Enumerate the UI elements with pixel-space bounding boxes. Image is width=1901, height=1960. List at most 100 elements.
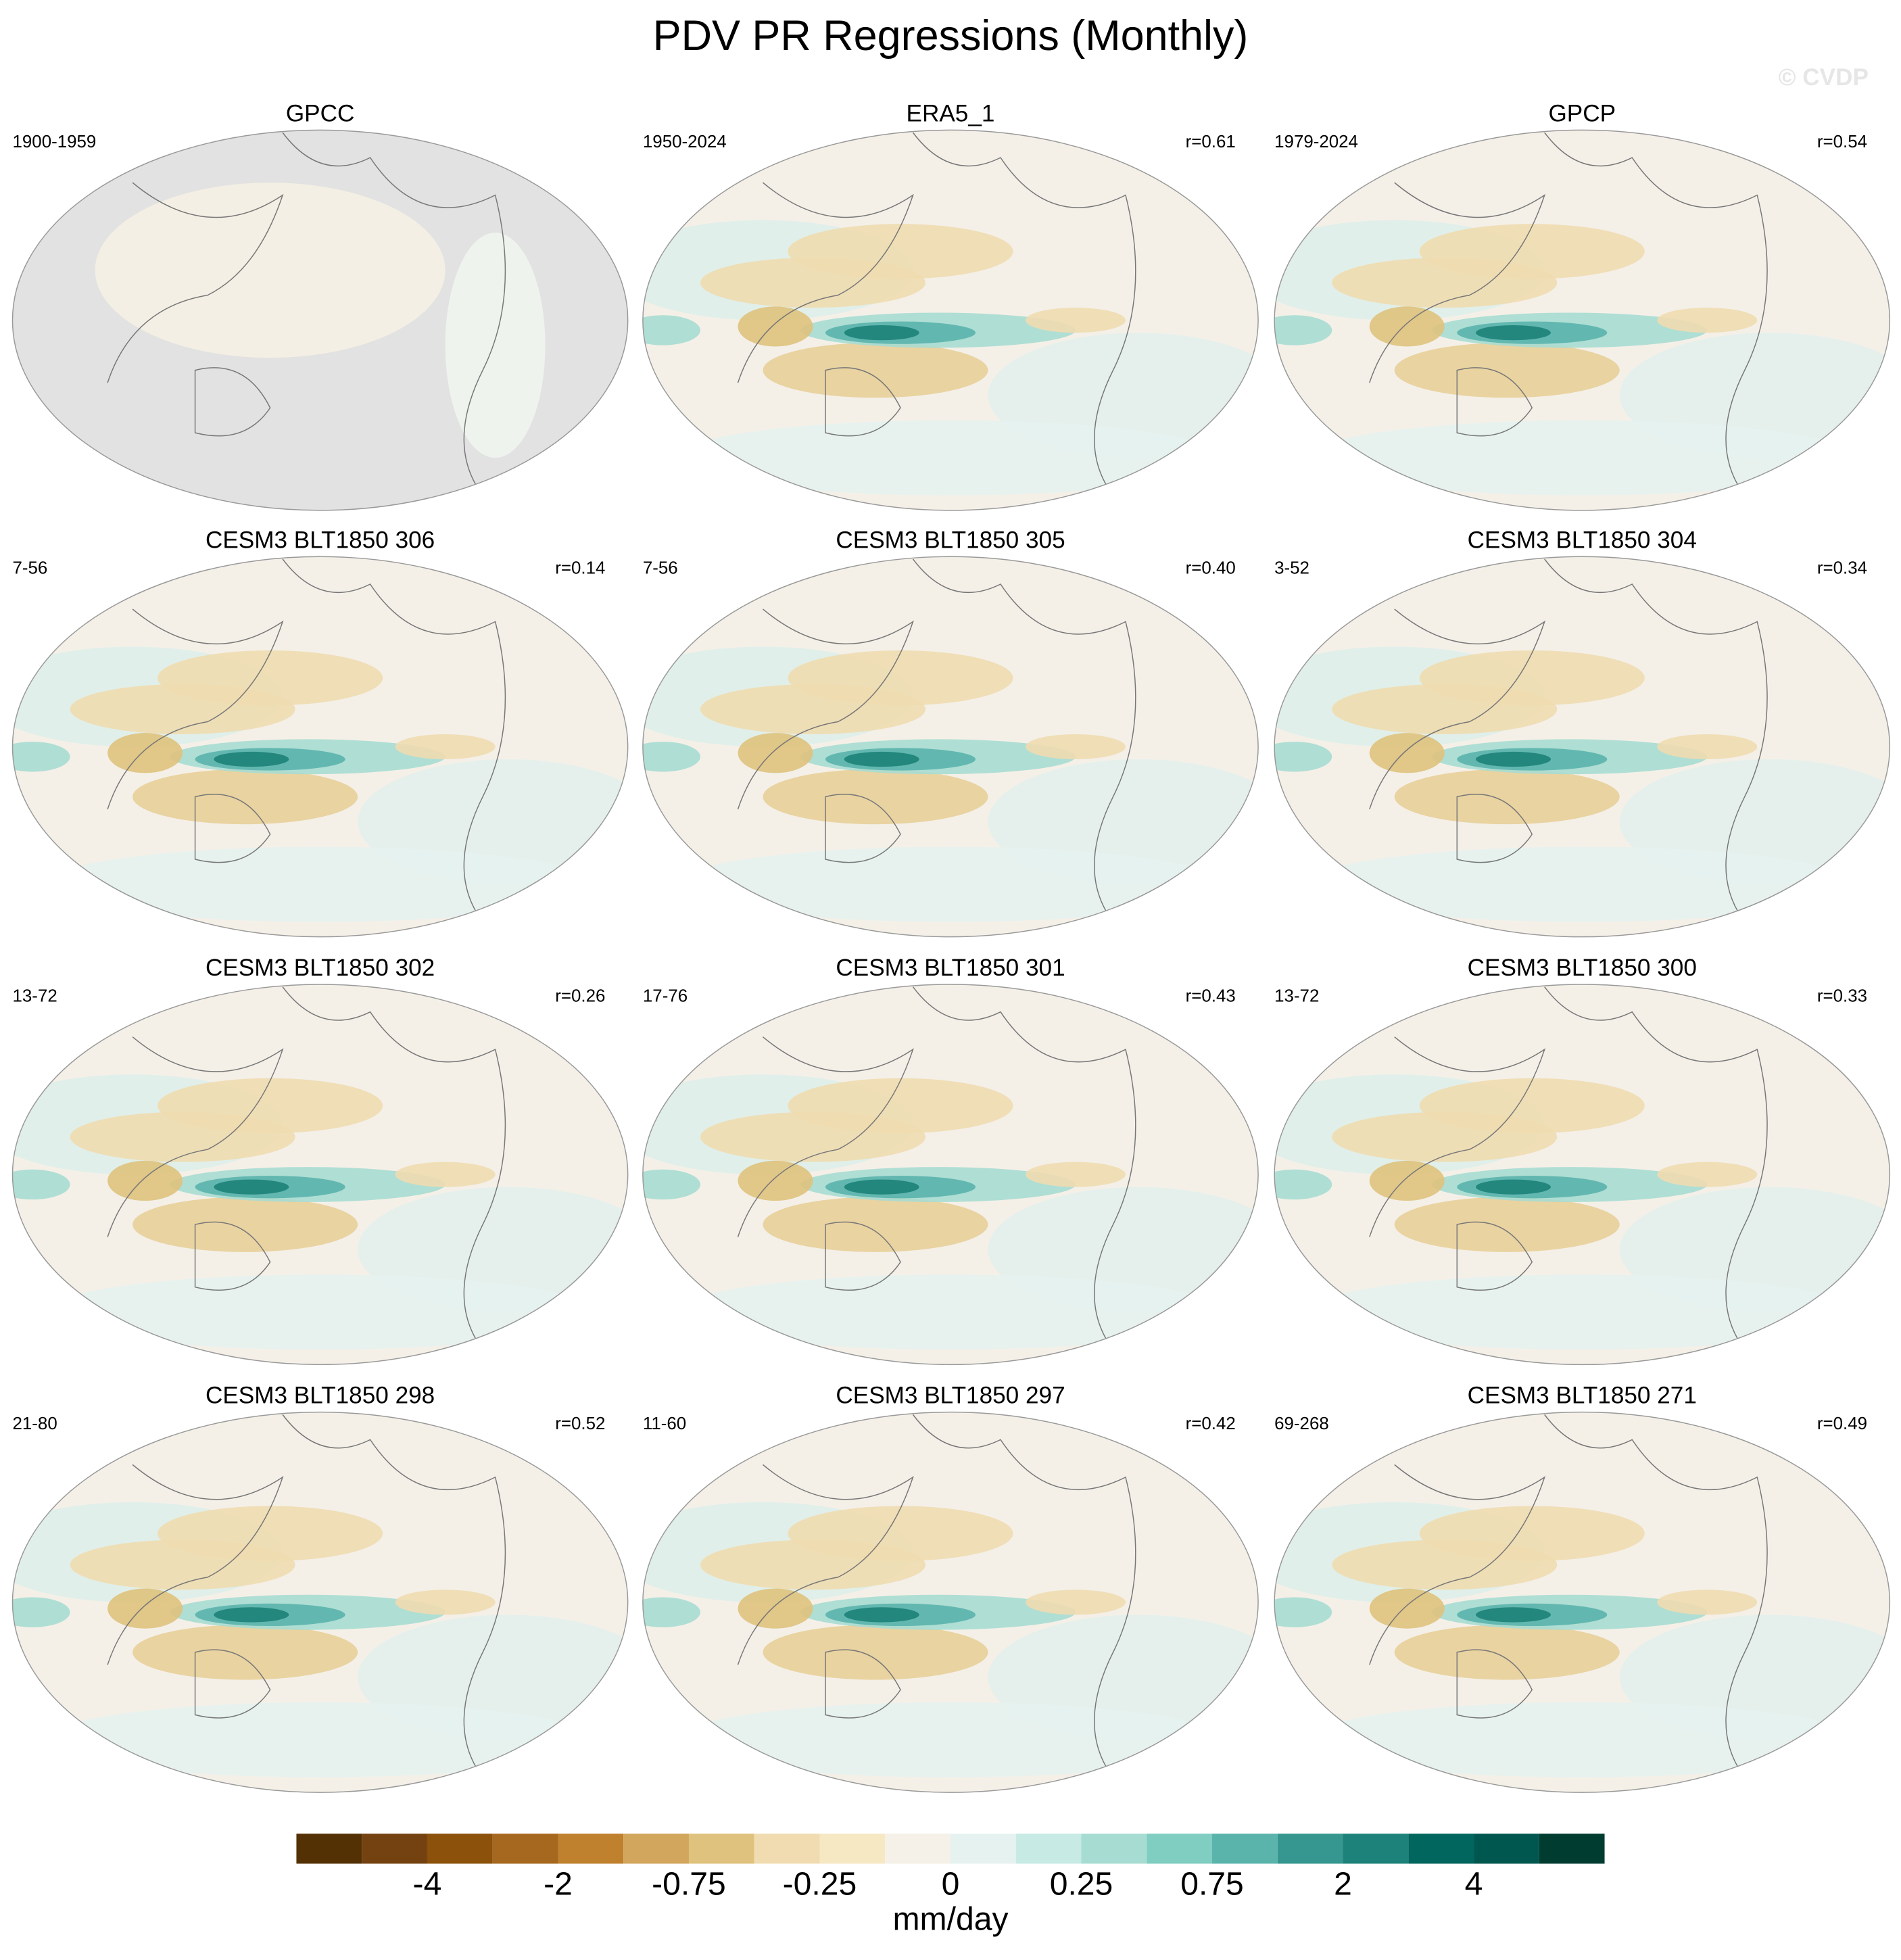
colorbar-tick-label: 2	[1334, 1866, 1352, 1903]
colorbar-tick-label: 0	[942, 1866, 960, 1903]
map-field	[45, 846, 596, 922]
panel-period: 13-72	[13, 986, 57, 1005]
map	[642, 1412, 1259, 1793]
panel-title: CESM3 BLT1850 298	[206, 1383, 435, 1409]
panel-correlation: r=0.33	[1817, 986, 1867, 1005]
map-field	[788, 224, 1013, 279]
colorbar-box	[819, 1834, 886, 1864]
map-field	[738, 306, 813, 347]
map-field	[738, 1588, 813, 1629]
coastline	[107, 558, 506, 922]
map-field	[788, 1078, 1013, 1134]
panel-period: 1979-2024	[1274, 133, 1358, 151]
map-field	[1657, 1162, 1758, 1187]
map-field	[395, 1162, 496, 1187]
coastline	[1369, 132, 1768, 496]
colorbar-box	[1343, 1834, 1409, 1864]
map	[12, 984, 628, 1365]
colorbar-tick-label: 0.75	[1180, 1866, 1244, 1903]
map-field	[133, 1625, 358, 1680]
map-border	[11, 556, 629, 938]
map-field	[1026, 1162, 1126, 1187]
map-field	[1394, 342, 1620, 398]
map	[642, 984, 1259, 1365]
map-field	[1419, 1506, 1645, 1561]
map-field	[1419, 1078, 1645, 1134]
map-field	[1476, 325, 1551, 341]
map	[1274, 1412, 1890, 1793]
panel-period: 1900-1959	[13, 133, 97, 151]
map-field	[1476, 1607, 1551, 1623]
panel-period: 17-76	[643, 986, 688, 1005]
colorbar-box	[427, 1834, 493, 1864]
map-field	[1274, 1597, 1332, 1627]
panel-period: 21-80	[13, 1414, 57, 1433]
map-field	[642, 742, 700, 772]
colorbar-box	[1015, 1834, 1082, 1864]
colorbar-box	[1539, 1834, 1605, 1864]
panel-title: GPCP	[1548, 101, 1616, 127]
map	[1274, 130, 1890, 510]
colorbar-tick-label: -0.25	[783, 1866, 857, 1903]
coastline	[107, 132, 506, 496]
figure-title: PDV PR Regressions (Monthly)	[653, 12, 1249, 59]
map-field	[1307, 1702, 1858, 1777]
map-field	[1307, 420, 1858, 496]
map-field	[1369, 1588, 1445, 1629]
panel-correlation: r=0.14	[555, 559, 605, 578]
coastline	[1369, 558, 1768, 922]
coastline	[737, 986, 1136, 1350]
panel-title: CESM3 BLT1850 302	[206, 955, 435, 981]
colorbar-box	[754, 1834, 820, 1864]
colorbar-box	[1408, 1834, 1474, 1864]
map-field	[642, 1597, 700, 1627]
panel-title: CESM3 BLT1850 306	[206, 527, 435, 553]
map-field	[1274, 742, 1332, 772]
map	[12, 130, 628, 510]
map-field	[133, 769, 358, 825]
map-field	[395, 1589, 496, 1615]
panel-title: CESM3 BLT1850 304	[1468, 527, 1697, 553]
panel-correlation: r=0.43	[1186, 986, 1236, 1005]
colorbar-box	[950, 1834, 1016, 1864]
map-field	[1026, 734, 1126, 759]
map-field	[1307, 1274, 1858, 1350]
map-field	[675, 1274, 1226, 1350]
colorbar-tick-label: -0.75	[652, 1866, 726, 1903]
map-field	[1369, 1160, 1445, 1201]
map-field	[844, 1607, 919, 1623]
colorbar-box	[1081, 1834, 1147, 1864]
map	[642, 556, 1259, 937]
map-field	[844, 751, 919, 767]
colorbar-tick-label: 4	[1465, 1866, 1483, 1903]
panel-period: 7-56	[643, 559, 678, 578]
panel-correlation: r=0.34	[1817, 559, 1867, 578]
watermark: © CVDP	[1779, 64, 1869, 91]
colorbar-box	[688, 1834, 754, 1864]
panel-title: CESM3 BLT1850 300	[1468, 955, 1697, 981]
map-field	[214, 1179, 289, 1195]
colorbar-box	[296, 1834, 362, 1864]
coastline	[737, 558, 1136, 922]
colorbar-box	[1277, 1834, 1343, 1864]
panel-correlation: r=0.52	[555, 1414, 605, 1433]
coastline	[737, 132, 1136, 496]
panel-title: CESM3 BLT1850 301	[836, 955, 1065, 981]
map-field	[1394, 769, 1620, 825]
map-field	[1394, 1625, 1620, 1680]
coastline	[1369, 1414, 1768, 1778]
map-field	[763, 769, 988, 825]
colorbar-box	[885, 1834, 950, 1864]
map-field	[395, 734, 496, 759]
map-field	[1657, 1589, 1758, 1615]
map-field	[1369, 306, 1445, 347]
panel-correlation: r=0.61	[1186, 133, 1236, 151]
land-field	[445, 233, 546, 458]
colorbar-box	[1474, 1834, 1539, 1864]
map	[12, 1412, 628, 1793]
map-field	[788, 650, 1013, 706]
coastline	[107, 986, 506, 1350]
panel-correlation: r=0.49	[1817, 1414, 1867, 1433]
map-field	[1026, 1589, 1126, 1615]
